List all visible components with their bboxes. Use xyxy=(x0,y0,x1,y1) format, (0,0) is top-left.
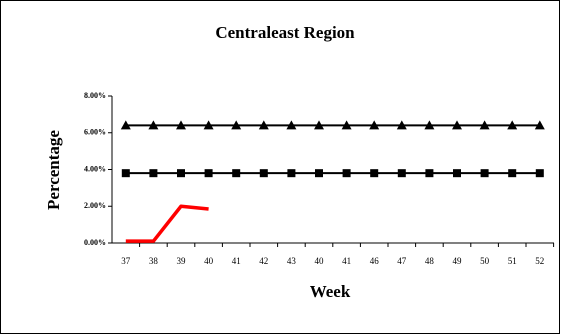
x-tick-label: 41 xyxy=(342,256,351,266)
x-tick-label: 51 xyxy=(508,256,517,266)
x-tick-label: 43 xyxy=(287,256,297,266)
marker xyxy=(507,120,518,130)
marker xyxy=(342,169,351,178)
x-tick-label: 40 xyxy=(315,256,325,266)
x-tick-label: 47 xyxy=(397,256,407,266)
y-tick-label: 0.00% xyxy=(84,238,106,247)
x-tick-label: 38 xyxy=(149,256,159,266)
marker xyxy=(535,169,544,178)
marker xyxy=(149,169,158,178)
marker xyxy=(453,169,461,178)
marker xyxy=(369,120,380,130)
y-tick-label: 6.00% xyxy=(84,128,106,137)
marker xyxy=(287,169,296,178)
y-tick-label: 2.00% xyxy=(84,201,106,210)
x-tick-label: 40 xyxy=(204,256,214,266)
marker xyxy=(370,169,379,178)
marker xyxy=(508,169,517,178)
marker xyxy=(341,120,352,130)
marker xyxy=(259,169,268,178)
marker xyxy=(396,120,407,130)
x-tick-label: 41 xyxy=(232,256,241,266)
x-tick-label: 49 xyxy=(453,256,463,266)
series-line xyxy=(125,204,209,243)
marker xyxy=(258,120,269,130)
x-tick-label: 48 xyxy=(425,256,435,266)
x-tick-label: 50 xyxy=(480,256,490,266)
marker xyxy=(177,169,185,178)
marker xyxy=(424,120,435,130)
marker xyxy=(425,169,434,178)
marker xyxy=(120,120,131,130)
marker xyxy=(480,169,489,178)
y-tick-label: 4.00% xyxy=(84,164,106,173)
marker xyxy=(534,120,545,130)
y-axis-label: Percentage xyxy=(44,130,63,210)
marker xyxy=(176,120,186,130)
marker xyxy=(148,120,159,130)
x-tick-label: 39 xyxy=(177,256,187,266)
marker xyxy=(231,120,242,130)
marker xyxy=(452,120,462,130)
x-tick-label: 42 xyxy=(259,256,268,266)
marker xyxy=(397,169,406,178)
marker xyxy=(232,169,241,178)
marker xyxy=(479,120,490,130)
x-tick-label: 46 xyxy=(370,256,380,266)
marker xyxy=(286,120,297,130)
chart-title: Centraleast Region xyxy=(215,23,355,42)
x-tick-label: 52 xyxy=(535,256,544,266)
x-axis-label: Week xyxy=(310,282,351,301)
marker xyxy=(315,169,323,178)
marker xyxy=(121,169,130,178)
x-tick-label: 37 xyxy=(121,256,131,266)
marker xyxy=(204,169,213,178)
marker xyxy=(314,120,324,130)
y-tick-label: 8.00% xyxy=(84,91,106,100)
marker xyxy=(203,120,214,130)
